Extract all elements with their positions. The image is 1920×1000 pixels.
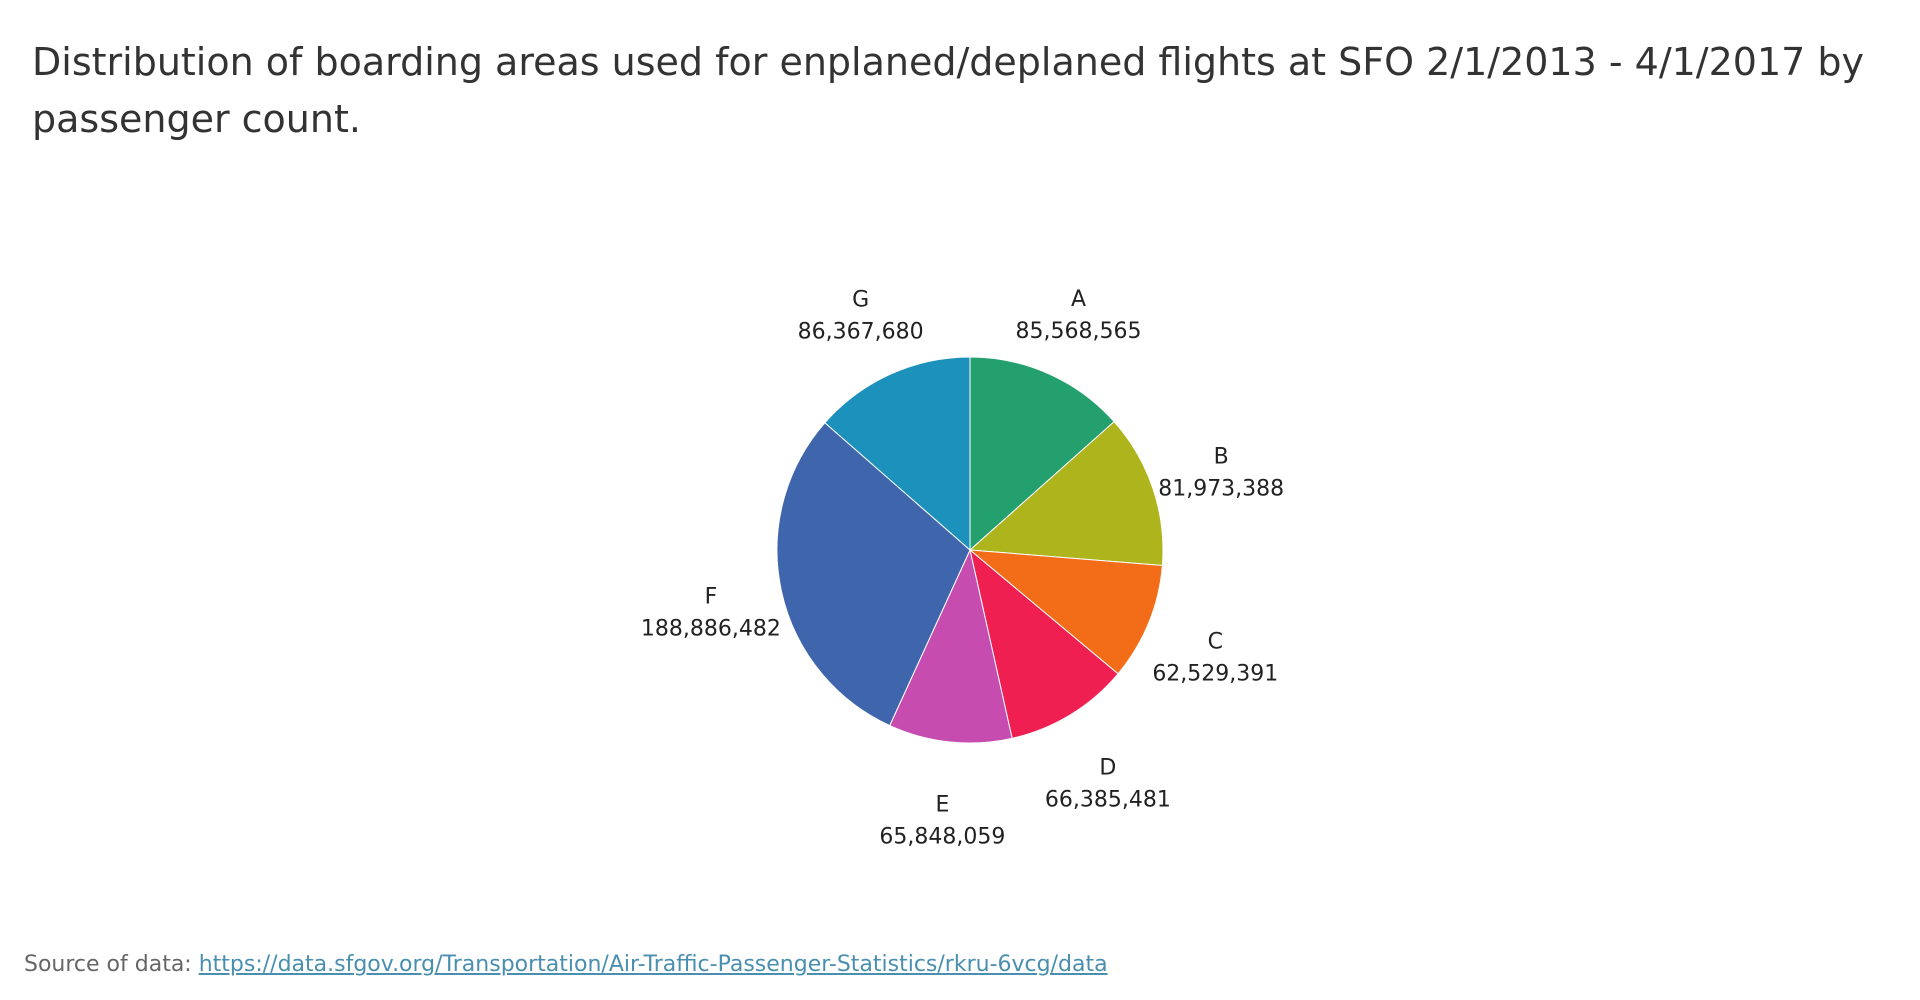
source-note: Source of data: https://data.sfgov.org/T…: [24, 952, 1108, 977]
slice-value-label: 188,886,482: [641, 617, 781, 642]
slice-category-label: B: [1214, 445, 1229, 470]
slice-value-label: 81,973,388: [1158, 477, 1284, 502]
slice-category-label: F: [705, 585, 718, 610]
pie-slice-b[interactable]: [968, 420, 1164, 567]
slice-value-label: 85,568,565: [1016, 319, 1142, 344]
pie-slice-d[interactable]: [969, 548, 1119, 739]
pie-slice-c[interactable]: [968, 549, 1163, 675]
pie-slice-f[interactable]: [776, 422, 971, 727]
slice-value-label: 86,367,680: [798, 320, 924, 345]
slice-category-label: C: [1208, 629, 1223, 654]
pie-labels: A 85,568,565 B 81,973,388 C 62,529,391 D 66,385…: [641, 287, 1284, 849]
source-link[interactable]: https://data.sfgov.org/Transportation/Ai…: [198, 952, 1108, 977]
slice-category-label: D: [1099, 755, 1116, 780]
chart-title: Distribution of boarding areas used for …: [32, 40, 1864, 141]
slice-value-label: 62,529,391: [1152, 661, 1278, 686]
pie-chart: A 85,568,565 B 81,973,388 C 62,529,391 D 66,385…: [641, 287, 1284, 849]
slice-category-label: E: [935, 793, 949, 818]
slice-value-label: 66,385,481: [1045, 787, 1171, 812]
pie-slice-e[interactable]: [889, 548, 1013, 744]
slice-category-label: G: [852, 288, 869, 313]
pie-slice-a[interactable]: [969, 356, 1115, 552]
pie-slices: [776, 356, 1164, 744]
source-prefix: Source of data:: [24, 952, 199, 977]
slice-category-label: A: [1071, 287, 1086, 312]
slice-value-label: 65,848,059: [879, 825, 1005, 850]
pie-slice-g[interactable]: [824, 356, 971, 552]
